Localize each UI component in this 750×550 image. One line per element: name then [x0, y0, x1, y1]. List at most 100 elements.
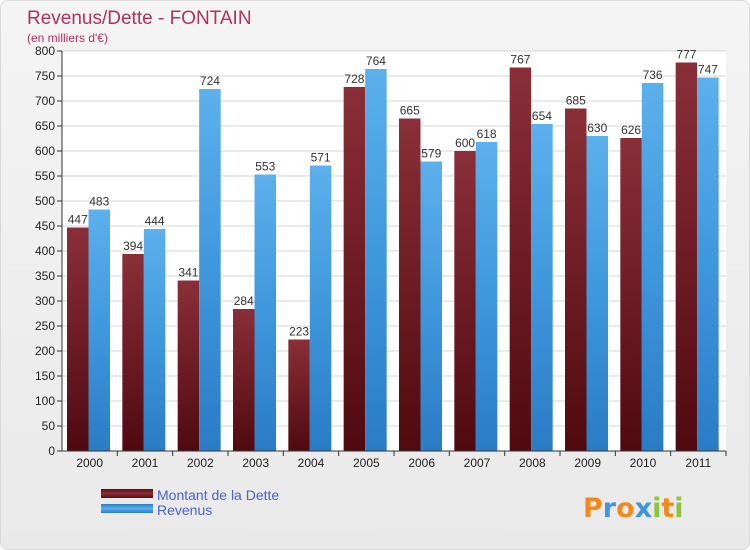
logo-letter: r — [603, 493, 617, 524]
value-label-dette-2000: 447 — [68, 213, 88, 227]
x-tick-label-2007: 2007 — [464, 456, 491, 470]
value-label-revenus-2011: 747 — [698, 63, 718, 77]
bar-revenus-2007 — [475, 142, 498, 451]
bars — [67, 62, 719, 451]
logo-letter: i — [674, 493, 683, 524]
grid — [62, 50, 726, 451]
logo-letter: i — [652, 493, 661, 524]
y-tick-label: 100 — [35, 394, 55, 408]
x-tick-label-2011: 2011 — [685, 456, 711, 470]
y-tick-label: 50 — [42, 419, 56, 433]
value-label-revenus-2003: 553 — [255, 160, 275, 174]
y-tick-label: 600 — [35, 144, 55, 158]
bar-dette-2011 — [675, 62, 698, 451]
bar-revenus-2001 — [143, 229, 166, 451]
y-tick-label: 200 — [35, 344, 55, 358]
y-tick-label: 350 — [35, 269, 55, 283]
proxiti-logo: Proxiti — [583, 493, 684, 524]
value-label-dette-2010: 626 — [621, 123, 641, 137]
x-tick-label-2002: 2002 — [187, 456, 214, 470]
y-tick-label: 450 — [35, 219, 55, 233]
bar-dette-2005 — [343, 87, 366, 451]
bar-revenus-2000 — [88, 209, 110, 451]
value-label-revenus-2004: 571 — [311, 151, 331, 165]
logo-letter: t — [661, 493, 674, 524]
bar-revenus-2004 — [309, 165, 332, 451]
y-tick-label: 0 — [48, 444, 55, 458]
value-label-revenus-2007: 618 — [477, 127, 497, 141]
bar-revenus-2006 — [420, 161, 442, 451]
value-label-revenus-2000: 483 — [89, 195, 109, 209]
x-tick-label-2006: 2006 — [408, 456, 435, 470]
y-tick-label: 650 — [35, 119, 55, 133]
x-tick-label-2001: 2001 — [132, 456, 159, 470]
value-label-dette-2009: 685 — [566, 94, 586, 108]
proxiti-logo-text: Proxiti — [583, 493, 684, 524]
bar-dette-2003 — [233, 309, 255, 451]
value-label-revenus-2010: 736 — [643, 68, 663, 82]
bar-dette-2001 — [122, 254, 144, 451]
bar-dette-2010 — [620, 138, 642, 451]
value-label-revenus-2002: 724 — [200, 74, 220, 88]
value-label-dette-2005: 728 — [344, 72, 364, 86]
logo-letter: x — [635, 493, 652, 524]
x-tick-label-2009: 2009 — [574, 456, 601, 470]
bar-revenus-2010 — [641, 83, 664, 451]
y-tick-label: 400 — [35, 244, 55, 258]
bar-dette-2002 — [177, 280, 200, 451]
x-tick-label-2008: 2008 — [519, 456, 546, 470]
bar-revenus-2008 — [531, 124, 553, 451]
value-label-dette-2008: 767 — [510, 53, 530, 67]
x-tick-label-2005: 2005 — [353, 456, 380, 470]
bar-dette-2000 — [67, 227, 89, 451]
value-label-dette-2004: 223 — [289, 325, 309, 339]
value-label-dette-2006: 665 — [400, 104, 420, 118]
bar-dette-2004 — [288, 339, 310, 451]
y-tick-label: 800 — [35, 44, 55, 58]
legend-label-revenus: Revenus — [157, 502, 212, 518]
value-label-revenus-2006: 579 — [421, 147, 441, 161]
bar-revenus-2011 — [697, 77, 719, 451]
bar-revenus-2003 — [254, 174, 276, 451]
legend-label-dette: Montant de la Dette — [157, 487, 279, 503]
value-label-dette-2011: 777 — [676, 48, 696, 62]
bar-revenus-2009 — [586, 136, 608, 451]
logo-letter: P — [583, 493, 603, 524]
bar-dette-2009 — [565, 108, 587, 451]
legend-item-dette: Montant de la Dette — [101, 487, 279, 503]
legend-item-revenus: Revenus — [101, 502, 212, 518]
value-label-dette-2002: 341 — [178, 266, 198, 280]
y-tick-label: 550 — [35, 169, 55, 183]
bar-dette-2008 — [509, 67, 532, 451]
chart-title: Revenus/Dette - FONTAIN — [27, 8, 252, 29]
legend-swatch-dette — [101, 489, 153, 498]
y-tick-label: 250 — [35, 319, 55, 333]
x-tick-label-2010: 2010 — [630, 456, 657, 470]
bar-dette-2007 — [454, 151, 476, 451]
chart-subtitle: (en milliers d'€) — [27, 31, 108, 45]
value-label-revenus-2005: 764 — [366, 54, 386, 68]
y-tick-label: 700 — [35, 94, 55, 108]
y-tick-label: 750 — [35, 69, 55, 83]
y-tick-label: 500 — [35, 194, 55, 208]
logo-letter: o — [616, 493, 635, 524]
value-label-dette-2003: 284 — [234, 294, 254, 308]
bar-revenus-2005 — [365, 69, 387, 451]
value-label-revenus-2001: 444 — [145, 214, 165, 228]
bar-dette-2006 — [399, 118, 421, 451]
axes: 0 50 100 150 200 250 300 350 400 450 500 550 600 650 7… — [35, 44, 727, 470]
x-tick-label-2003: 2003 — [242, 456, 269, 470]
value-label-revenus-2008: 654 — [532, 109, 552, 123]
legend-swatch-revenus — [101, 504, 153, 513]
value-label-dette-2007: 600 — [455, 136, 475, 150]
bar-revenus-2002 — [199, 89, 221, 451]
y-tick-label: 300 — [35, 294, 55, 308]
x-tick-label-2004: 2004 — [298, 456, 325, 470]
value-label-revenus-2009: 630 — [587, 121, 607, 135]
x-tick-label-2000: 2000 — [76, 456, 103, 470]
y-tick-label: 150 — [35, 369, 55, 383]
legend: Montant de la Dette Revenus — [101, 487, 279, 518]
